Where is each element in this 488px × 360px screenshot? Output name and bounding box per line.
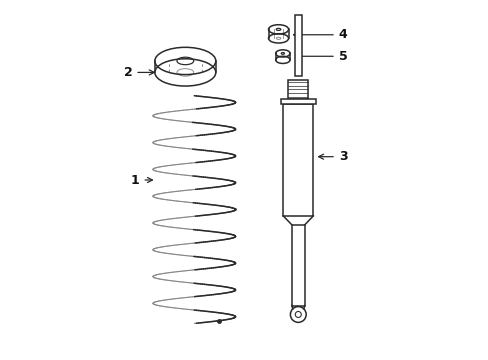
- Bar: [281, 99, 315, 104]
- Text: 4: 4: [293, 28, 347, 41]
- Bar: [283, 104, 313, 216]
- Bar: [291, 225, 304, 306]
- Text: 5: 5: [295, 50, 347, 63]
- Text: 3: 3: [318, 150, 346, 163]
- Text: 1: 1: [130, 174, 152, 186]
- Bar: [287, 80, 308, 99]
- Bar: [294, 15, 301, 76]
- Text: 2: 2: [123, 66, 154, 79]
